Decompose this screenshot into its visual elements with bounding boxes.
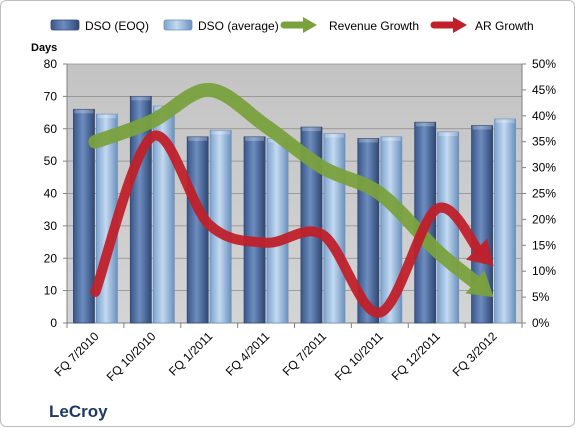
legend: DSO (EOQ) DSO (average) Revenue Growth A…	[50, 17, 534, 33]
y2-tick-label: 30%	[532, 161, 556, 175]
legend-label-dso-average: DSO (average)	[198, 19, 279, 33]
y2-tick-label: 45%	[532, 83, 556, 97]
y-tick-label: 40	[44, 187, 58, 201]
bar-top-dso-average	[495, 119, 515, 124]
y-tick-label: 30	[44, 219, 58, 233]
bar-top-dso-average	[211, 130, 231, 135]
bar-dso-average	[437, 131, 460, 324]
bar-top-dso-eoq	[188, 136, 208, 141]
bar-dso-eoq	[243, 136, 266, 324]
bar-dso-average	[266, 138, 289, 324]
legend-label-ar-growth: AR Growth	[475, 19, 534, 33]
bar-dso-eoq	[300, 126, 323, 324]
legend-item-revenue-growth: Revenue Growth	[280, 17, 419, 33]
bar-top-dso-average	[381, 136, 401, 141]
legend-label-revenue-growth: Revenue Growth	[329, 19, 419, 33]
y2-tick-label: 0%	[532, 316, 550, 330]
legend-swatch-dso-average	[163, 19, 193, 31]
legend-item-ar-growth: AR Growth	[430, 17, 534, 33]
legend-item-dso-average: DSO (average)	[163, 19, 279, 33]
arrowhead-revenue-growth	[465, 270, 494, 298]
y2-tick-label: 35%	[532, 135, 556, 149]
x-tick-label: FQ 7/2011	[280, 329, 330, 379]
y-tick-label: 10	[44, 284, 58, 298]
y2-tick-label: 10%	[532, 264, 556, 278]
arrowhead-ar-growth	[465, 238, 494, 267]
bar-top-dso-eoq	[472, 125, 492, 130]
bar-top-dso-eoq	[301, 127, 321, 132]
line-ar-growth	[90, 130, 485, 318]
y-tick-label: 70	[44, 89, 58, 103]
y2-tick-label: 20%	[532, 212, 556, 226]
y-tick-label: 0	[50, 316, 57, 330]
x-tick-label: FQ 7/2010	[52, 329, 102, 379]
legend-item-dso-eoq: DSO (EOQ)	[50, 19, 149, 33]
bar-top-dso-average	[97, 114, 117, 119]
bar-top-dso-eoq	[131, 96, 151, 101]
x-tick-label: FQ 1/2011	[166, 329, 216, 379]
bar-top-dso-eoq	[415, 122, 435, 127]
bar-top-dso-average	[324, 133, 344, 138]
bar-dso-eoq	[471, 125, 493, 324]
y2-tick-label: 40%	[532, 109, 556, 123]
y2-tick-label: 25%	[532, 187, 556, 201]
line-revenue-growth	[88, 82, 486, 292]
bar-top-dso-eoq	[74, 109, 94, 114]
bar-top-dso-eoq	[245, 136, 265, 141]
legend-label-dso-eoq: DSO (EOQ)	[85, 19, 149, 33]
bars	[73, 95, 516, 324]
x-tick-label: FQ 10/2011	[332, 329, 386, 383]
y-tick-label: 20	[44, 251, 58, 265]
x-tick-label: FQ 12/2011	[389, 329, 443, 383]
y2-tick-label: 5%	[532, 290, 550, 304]
legend-arrowhead-ar-growth	[453, 17, 467, 33]
bar-dso-average	[380, 136, 403, 324]
bar-dso-average	[494, 118, 516, 324]
bar-dso-eoq	[186, 136, 209, 324]
y2-tick-label: 15%	[532, 238, 556, 252]
legend-arrowhead-revenue-growth	[303, 17, 317, 33]
company-name: LeCroy	[49, 402, 108, 421]
x-tick-label: FQ 10/2010	[104, 329, 159, 384]
bar-top-dso-average	[438, 131, 458, 136]
y-tick-label: 80	[44, 57, 58, 71]
x-tick-label: FQ 3/2012	[450, 329, 500, 379]
growth-lines	[88, 82, 494, 318]
legend-swatch-dso-eoq	[50, 19, 80, 31]
y-tick-label: 60	[44, 122, 58, 136]
x-tick-label: FQ 4/2011	[223, 329, 273, 379]
bar-dso-eoq	[73, 108, 95, 324]
y-axis-title: Days	[31, 42, 57, 54]
bar-top-dso-eoq	[358, 138, 378, 143]
y2-tick-label: 50%	[532, 57, 556, 71]
y-tick-label: 50	[44, 154, 58, 168]
